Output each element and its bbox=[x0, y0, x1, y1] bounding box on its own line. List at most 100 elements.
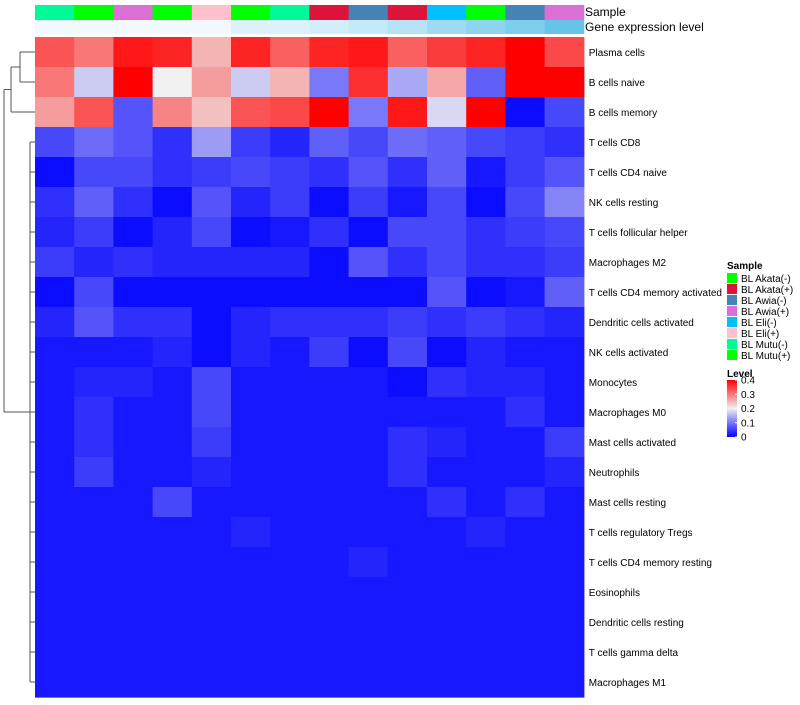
heatmap-cell bbox=[309, 637, 350, 668]
heatmap-cell bbox=[113, 277, 154, 308]
heatmap-cell bbox=[113, 637, 154, 668]
gene-expression-annotation-cell bbox=[466, 20, 506, 34]
heatmap-cell bbox=[309, 337, 350, 368]
heatmap-cell bbox=[466, 517, 506, 548]
heatmap-cell bbox=[348, 517, 389, 548]
heatmap-cell bbox=[35, 397, 75, 428]
heatmap-cell bbox=[152, 487, 193, 518]
heatmap-cell bbox=[152, 397, 193, 428]
heatmap-cell bbox=[387, 217, 428, 248]
heatmap-cell bbox=[113, 127, 154, 158]
heatmap-cell bbox=[74, 67, 114, 98]
heatmap-cell bbox=[152, 457, 193, 488]
heatmap-cell bbox=[505, 397, 546, 428]
heatmap-cell bbox=[152, 667, 193, 698]
heatmap-cell bbox=[466, 487, 506, 518]
heatmap-cell bbox=[427, 457, 467, 488]
heatmap-cell bbox=[544, 277, 585, 308]
legend-sample-swatch bbox=[727, 317, 737, 327]
heatmap-cell bbox=[387, 247, 428, 278]
heatmap-cell bbox=[231, 97, 271, 128]
heatmap-cell bbox=[152, 157, 193, 188]
heatmap-cell bbox=[427, 247, 467, 278]
heatmap-cell bbox=[544, 397, 585, 428]
heatmap-cell bbox=[191, 517, 232, 548]
heatmap-cell bbox=[348, 37, 389, 68]
heatmap-cell bbox=[74, 367, 114, 398]
row-label: Mast cells resting bbox=[589, 498, 666, 509]
heatmap-cell bbox=[152, 127, 193, 158]
heatmap-cell bbox=[231, 217, 271, 248]
heatmap-cell bbox=[74, 547, 114, 578]
heatmap-cell bbox=[309, 577, 350, 608]
sample-annotation-cell bbox=[505, 5, 546, 20]
heatmap-cell bbox=[74, 97, 114, 128]
heatmap-cell bbox=[191, 367, 232, 398]
heatmap-cell bbox=[505, 217, 546, 248]
row-label: Macrophages M2 bbox=[589, 258, 667, 269]
heatmap-cell bbox=[74, 427, 114, 458]
heatmap-cell bbox=[387, 667, 428, 698]
heatmap-cell bbox=[387, 277, 428, 308]
heatmap-cell bbox=[191, 277, 232, 308]
heatmap-cell bbox=[427, 667, 467, 698]
legend-level-title: Level bbox=[727, 369, 753, 380]
heatmap-cell bbox=[270, 217, 310, 248]
heatmap-cell bbox=[505, 487, 546, 518]
heatmap-cell bbox=[35, 367, 75, 398]
heatmap-cell bbox=[191, 487, 232, 518]
heatmap-cell bbox=[231, 307, 271, 338]
heatmap-cell bbox=[74, 457, 114, 488]
heatmap-cell bbox=[191, 547, 232, 578]
heatmap-cell bbox=[427, 637, 467, 668]
heatmap-cell bbox=[113, 607, 154, 638]
heatmap-cell bbox=[191, 427, 232, 458]
heatmap-cell bbox=[309, 127, 350, 158]
heatmap-cell bbox=[191, 607, 232, 638]
heatmap-cell bbox=[544, 667, 585, 698]
heatmap-cell bbox=[113, 427, 154, 458]
heatmap-cell bbox=[348, 97, 389, 128]
heatmap-cell bbox=[466, 97, 506, 128]
heatmap-cell bbox=[191, 37, 232, 68]
heatmap-cell bbox=[544, 67, 585, 98]
legend-sample-label: BL Mutu(+) bbox=[741, 351, 790, 362]
heatmap-cell bbox=[152, 277, 193, 308]
heatmap-cell bbox=[505, 607, 546, 638]
heatmap-cell bbox=[348, 577, 389, 608]
heatmap-cell bbox=[35, 517, 75, 548]
heatmap-cell bbox=[466, 457, 506, 488]
heatmap-cell bbox=[270, 577, 310, 608]
heatmap-cell bbox=[505, 667, 546, 698]
heatmap-cell bbox=[466, 607, 506, 638]
sample-annotation-cell bbox=[74, 5, 114, 20]
heatmap-cell bbox=[466, 67, 506, 98]
heatmap-cell bbox=[152, 97, 193, 128]
heatmap-cell bbox=[191, 577, 232, 608]
sample-annotation-cell bbox=[427, 5, 467, 20]
heatmap-cell bbox=[74, 637, 114, 668]
heatmap-cell bbox=[544, 517, 585, 548]
heatmap-cell bbox=[348, 667, 389, 698]
heatmap-cell bbox=[427, 307, 467, 338]
heatmap-cell bbox=[270, 337, 310, 368]
heatmap-cell bbox=[466, 637, 506, 668]
heatmap-cell bbox=[309, 547, 350, 578]
heatmap-cell bbox=[309, 517, 350, 548]
heatmap-cell bbox=[152, 427, 193, 458]
heatmap-cell bbox=[505, 547, 546, 578]
heatmap-cell bbox=[427, 277, 467, 308]
sample-annotation-cell bbox=[152, 5, 193, 20]
heatmap-cell bbox=[74, 517, 114, 548]
sample-annotation-bar bbox=[35, 5, 585, 20]
heatmap-cell bbox=[191, 217, 232, 248]
heatmap-cell bbox=[466, 367, 506, 398]
heatmap-cell bbox=[152, 337, 193, 368]
heatmap-cell bbox=[427, 127, 467, 158]
heatmap-cell bbox=[505, 457, 546, 488]
heatmap-cell bbox=[270, 427, 310, 458]
legend-sample-swatch bbox=[727, 350, 737, 360]
heatmap-cell bbox=[544, 307, 585, 338]
heatmap-cell bbox=[35, 307, 75, 338]
row-label: NK cells activated bbox=[589, 348, 668, 359]
